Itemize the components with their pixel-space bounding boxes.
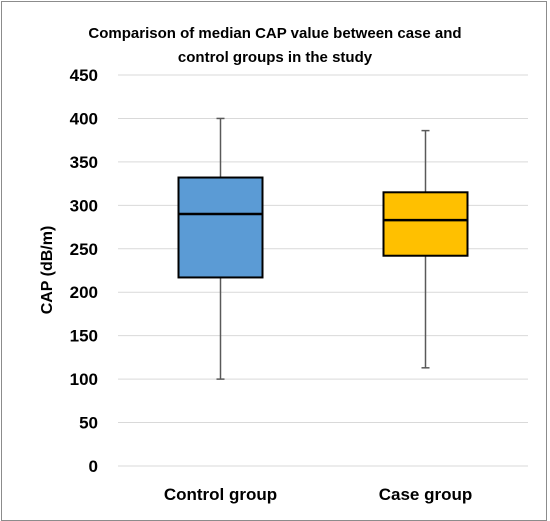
box-1 (382, 129, 469, 369)
boxes (177, 117, 469, 380)
y-tick-label-200: 200 (70, 283, 98, 302)
category-label-1: Case group (379, 485, 473, 504)
y-tick-label-400: 400 (70, 109, 98, 128)
box-0 (177, 117, 264, 380)
chart-title-line-2: control groups in the study (177, 49, 373, 66)
iqr-box (382, 191, 469, 257)
chart-title: Comparison of median CAP value between c… (40, 22, 510, 70)
category-labels: Control group Case group (164, 485, 472, 504)
y-tick-label-0: 0 (89, 457, 98, 476)
iqr-box (177, 176, 264, 279)
category-label-0: Control group (164, 485, 277, 504)
y-tick-label-150: 150 (70, 327, 98, 346)
chart-title-line-1: Comparison of median CAP value between c… (88, 25, 462, 42)
y-tick-labels: 0 50 100 150 200 250 300 350 400 450 (70, 66, 98, 476)
y-tick-label-250: 250 (70, 240, 98, 259)
y-axis-label: CAP (dB/m) (39, 226, 56, 315)
y-tick-label-450: 450 (70, 66, 98, 85)
box-plot: 0 50 100 150 200 250 300 350 400 450 Control grou… (39, 66, 528, 504)
y-tick-label-300: 300 (70, 196, 98, 215)
y-tick-label-100: 100 (70, 370, 98, 389)
y-tick-label-50: 50 (79, 414, 98, 433)
y-tick-label-350: 350 (70, 153, 98, 172)
